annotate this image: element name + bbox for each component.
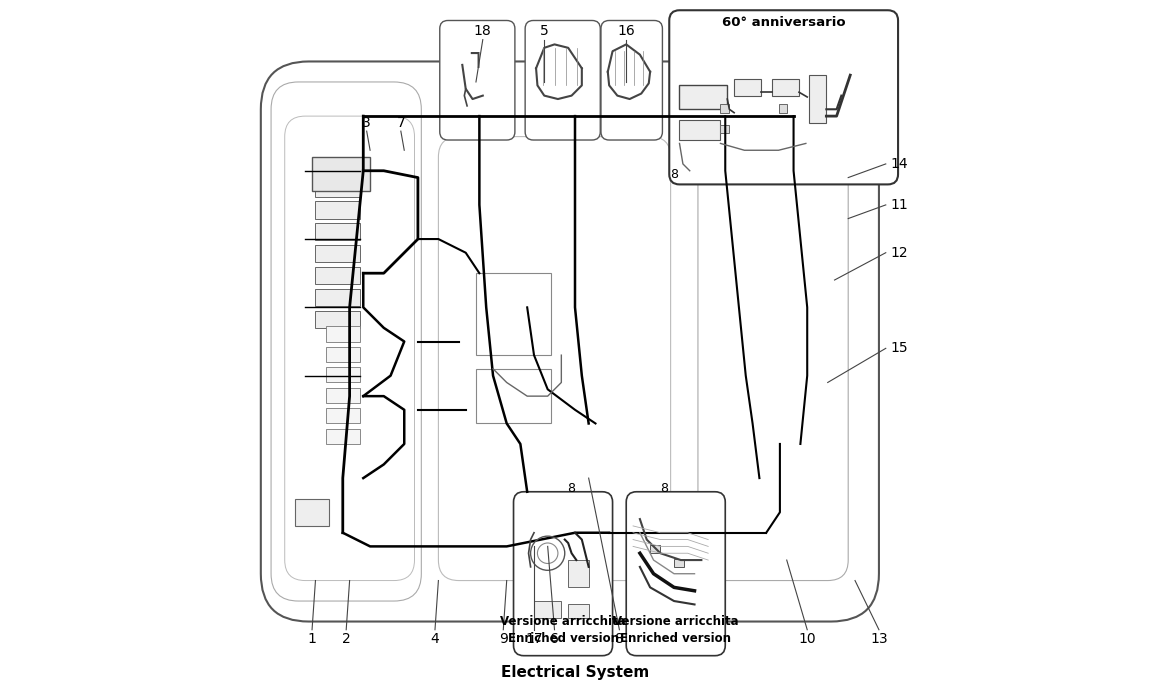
FancyBboxPatch shape xyxy=(601,20,662,140)
Bar xyxy=(325,326,360,342)
Bar xyxy=(325,347,360,362)
Bar xyxy=(315,158,360,175)
FancyBboxPatch shape xyxy=(261,61,879,622)
Bar xyxy=(315,311,360,328)
Text: 16: 16 xyxy=(618,24,635,38)
Text: Versione arricchita: Versione arricchita xyxy=(500,615,626,628)
Bar xyxy=(721,104,729,113)
Text: 11: 11 xyxy=(890,198,908,212)
Text: Enriched version: Enriched version xyxy=(620,632,731,645)
Bar xyxy=(315,245,360,262)
Bar xyxy=(315,223,360,240)
Bar xyxy=(325,408,360,423)
Text: 8: 8 xyxy=(660,482,668,495)
Text: 7: 7 xyxy=(397,116,405,130)
Text: 10: 10 xyxy=(798,632,816,645)
Text: ┐: ┐ xyxy=(470,42,485,67)
Bar xyxy=(315,180,360,197)
Bar xyxy=(721,125,729,133)
Text: 6: 6 xyxy=(550,632,559,645)
Text: Enriched version: Enriched version xyxy=(507,632,619,645)
Text: 5: 5 xyxy=(539,24,549,38)
Bar xyxy=(680,120,721,140)
Text: 8: 8 xyxy=(615,632,623,645)
FancyBboxPatch shape xyxy=(276,410,304,492)
Bar xyxy=(312,157,370,191)
Bar xyxy=(325,367,360,382)
Text: 17: 17 xyxy=(526,632,543,645)
FancyBboxPatch shape xyxy=(811,410,838,492)
FancyBboxPatch shape xyxy=(526,20,600,140)
FancyBboxPatch shape xyxy=(669,10,898,184)
FancyBboxPatch shape xyxy=(627,492,726,656)
Bar xyxy=(315,201,360,219)
Bar xyxy=(674,559,684,567)
Bar xyxy=(476,273,551,355)
Bar xyxy=(772,79,799,96)
Text: Electrical System: Electrical System xyxy=(501,665,649,680)
Text: 12: 12 xyxy=(890,246,908,260)
Text: 14: 14 xyxy=(890,157,908,171)
Bar xyxy=(680,85,727,109)
Bar xyxy=(779,104,787,113)
FancyBboxPatch shape xyxy=(439,20,515,140)
FancyBboxPatch shape xyxy=(514,492,613,656)
FancyBboxPatch shape xyxy=(811,260,838,342)
FancyBboxPatch shape xyxy=(276,260,304,342)
Bar xyxy=(325,388,360,403)
Bar xyxy=(325,429,360,444)
Text: 60° anniversario: 60° anniversario xyxy=(722,16,845,29)
Text: 3: 3 xyxy=(362,116,371,130)
Text: 13: 13 xyxy=(871,632,888,645)
Bar xyxy=(568,604,589,618)
Text: 1: 1 xyxy=(307,632,316,645)
Text: 9: 9 xyxy=(499,632,507,645)
Text: 8: 8 xyxy=(670,167,678,181)
Text: 2: 2 xyxy=(342,632,351,645)
Text: Versione arricchita: Versione arricchita xyxy=(613,615,738,628)
Bar xyxy=(568,560,589,587)
Text: 18: 18 xyxy=(474,24,492,38)
Bar xyxy=(476,369,551,423)
Bar xyxy=(810,75,827,123)
Text: 15: 15 xyxy=(890,342,908,355)
Text: 8: 8 xyxy=(568,482,576,495)
Bar xyxy=(534,601,561,618)
Bar xyxy=(650,545,660,553)
Text: 4: 4 xyxy=(430,632,439,645)
Bar xyxy=(294,499,329,526)
Bar xyxy=(315,267,360,284)
Bar xyxy=(315,289,360,306)
Bar xyxy=(734,79,761,96)
